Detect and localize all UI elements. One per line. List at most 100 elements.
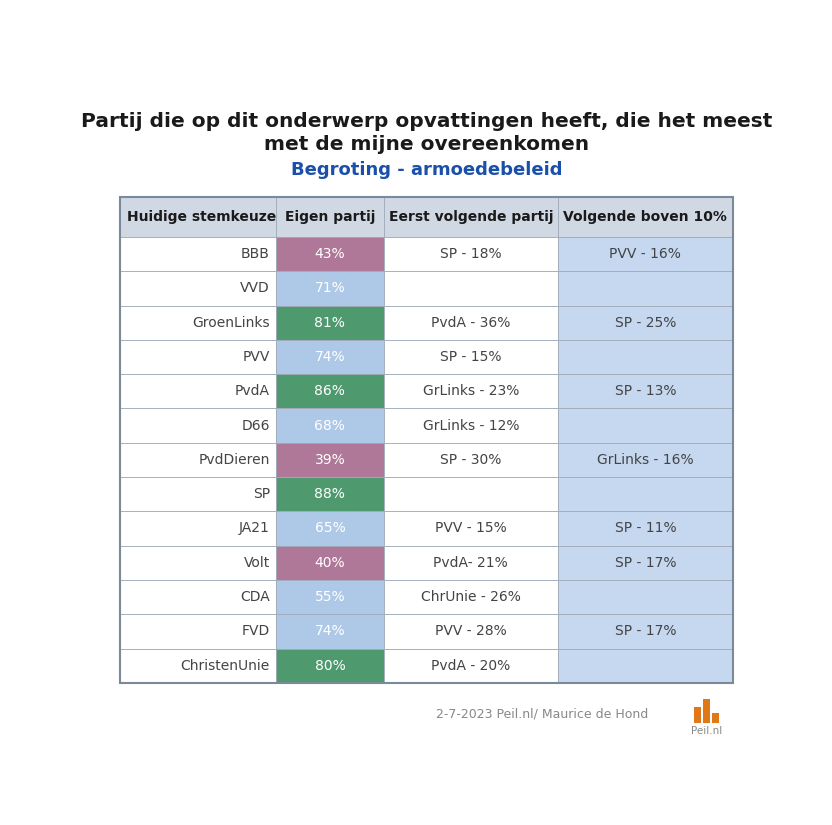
- FancyBboxPatch shape: [120, 408, 276, 443]
- Text: Eerst volgende partij: Eerst volgende partij: [389, 210, 553, 224]
- Text: PVV - 15%: PVV - 15%: [435, 521, 507, 535]
- Text: 81%: 81%: [314, 316, 345, 330]
- Text: SP - 11%: SP - 11%: [615, 521, 676, 535]
- Text: Begroting - armoedebeleid: Begroting - armoedebeleid: [290, 161, 562, 179]
- Text: SP - 30%: SP - 30%: [440, 453, 502, 467]
- Text: D66: D66: [241, 418, 270, 432]
- FancyBboxPatch shape: [120, 271, 276, 305]
- FancyBboxPatch shape: [558, 237, 733, 271]
- Text: Huidige stemkeuze: Huidige stemkeuze: [126, 210, 276, 224]
- Text: PvdA - 20%: PvdA - 20%: [431, 658, 511, 672]
- Text: 68%: 68%: [314, 418, 345, 432]
- FancyBboxPatch shape: [703, 699, 711, 723]
- FancyBboxPatch shape: [558, 580, 733, 615]
- FancyBboxPatch shape: [276, 477, 384, 512]
- FancyBboxPatch shape: [712, 713, 720, 723]
- Text: PvdA: PvdA: [235, 384, 270, 398]
- Text: met de mijne overeenkomen: met de mijne overeenkomen: [264, 135, 589, 154]
- FancyBboxPatch shape: [276, 197, 384, 237]
- Text: 55%: 55%: [314, 590, 345, 604]
- Text: CDA: CDA: [240, 590, 270, 604]
- FancyBboxPatch shape: [384, 197, 558, 237]
- FancyBboxPatch shape: [384, 545, 558, 580]
- Text: PVV - 16%: PVV - 16%: [610, 247, 681, 261]
- FancyBboxPatch shape: [558, 615, 733, 648]
- FancyBboxPatch shape: [384, 512, 558, 545]
- Text: SP - 13%: SP - 13%: [615, 384, 676, 398]
- Text: SP - 15%: SP - 15%: [440, 350, 502, 364]
- Text: ChrUnie - 26%: ChrUnie - 26%: [421, 590, 521, 604]
- Text: 86%: 86%: [314, 384, 345, 398]
- FancyBboxPatch shape: [276, 374, 384, 408]
- FancyBboxPatch shape: [558, 340, 733, 374]
- FancyBboxPatch shape: [276, 615, 384, 648]
- Text: PvdA- 21%: PvdA- 21%: [433, 556, 508, 570]
- Text: Volt: Volt: [244, 556, 270, 570]
- Text: 65%: 65%: [314, 521, 345, 535]
- FancyBboxPatch shape: [120, 512, 276, 545]
- FancyBboxPatch shape: [558, 271, 733, 305]
- Text: JA21: JA21: [239, 521, 270, 535]
- FancyBboxPatch shape: [695, 707, 701, 723]
- FancyBboxPatch shape: [558, 545, 733, 580]
- FancyBboxPatch shape: [276, 580, 384, 615]
- FancyBboxPatch shape: [120, 340, 276, 374]
- Text: GrLinks - 23%: GrLinks - 23%: [423, 384, 519, 398]
- FancyBboxPatch shape: [276, 545, 384, 580]
- FancyBboxPatch shape: [276, 648, 384, 683]
- FancyBboxPatch shape: [558, 648, 733, 683]
- Text: SP - 17%: SP - 17%: [615, 556, 676, 570]
- FancyBboxPatch shape: [558, 408, 733, 443]
- Text: 39%: 39%: [314, 453, 345, 467]
- FancyBboxPatch shape: [120, 545, 276, 580]
- Text: PvdA - 36%: PvdA - 36%: [431, 316, 511, 330]
- FancyBboxPatch shape: [384, 477, 558, 512]
- Text: 74%: 74%: [314, 350, 345, 364]
- Text: 43%: 43%: [314, 247, 345, 261]
- FancyBboxPatch shape: [120, 305, 276, 340]
- Text: Eigen partij: Eigen partij: [285, 210, 375, 224]
- FancyBboxPatch shape: [558, 305, 733, 340]
- FancyBboxPatch shape: [384, 615, 558, 648]
- Text: PVV: PVV: [242, 350, 270, 364]
- Text: GroenLinks: GroenLinks: [192, 316, 270, 330]
- Text: BBB: BBB: [241, 247, 270, 261]
- FancyBboxPatch shape: [120, 237, 276, 271]
- Text: 2-7-2023 Peil.nl/ Maurice de Hond: 2-7-2023 Peil.nl/ Maurice de Hond: [436, 707, 649, 720]
- FancyBboxPatch shape: [120, 477, 276, 512]
- FancyBboxPatch shape: [276, 271, 384, 305]
- FancyBboxPatch shape: [276, 408, 384, 443]
- FancyBboxPatch shape: [276, 237, 384, 271]
- FancyBboxPatch shape: [276, 340, 384, 374]
- Text: Partij die op dit onderwerp opvattingen heeft, die het meest: Partij die op dit onderwerp opvattingen …: [81, 111, 772, 130]
- Text: SP - 17%: SP - 17%: [615, 625, 676, 639]
- Text: PvdDieren: PvdDieren: [199, 453, 270, 467]
- FancyBboxPatch shape: [558, 443, 733, 477]
- Text: VVD: VVD: [240, 281, 270, 295]
- FancyBboxPatch shape: [276, 305, 384, 340]
- Text: 40%: 40%: [314, 556, 345, 570]
- Text: SP - 18%: SP - 18%: [440, 247, 502, 261]
- FancyBboxPatch shape: [384, 305, 558, 340]
- FancyBboxPatch shape: [276, 443, 384, 477]
- FancyBboxPatch shape: [384, 374, 558, 408]
- Text: 71%: 71%: [314, 281, 345, 295]
- FancyBboxPatch shape: [558, 374, 733, 408]
- FancyBboxPatch shape: [120, 374, 276, 408]
- Text: SP: SP: [253, 488, 270, 502]
- Text: ChristenUnie: ChristenUnie: [181, 658, 270, 672]
- FancyBboxPatch shape: [276, 512, 384, 545]
- FancyBboxPatch shape: [120, 197, 276, 237]
- FancyBboxPatch shape: [384, 271, 558, 305]
- FancyBboxPatch shape: [120, 443, 276, 477]
- FancyBboxPatch shape: [384, 443, 558, 477]
- Text: 88%: 88%: [314, 488, 345, 502]
- Text: FVD: FVD: [241, 625, 270, 639]
- FancyBboxPatch shape: [558, 512, 733, 545]
- FancyBboxPatch shape: [558, 197, 733, 237]
- Text: GrLinks - 16%: GrLinks - 16%: [597, 453, 694, 467]
- Text: PVV - 28%: PVV - 28%: [435, 625, 507, 639]
- Text: SP - 25%: SP - 25%: [615, 316, 676, 330]
- Text: Peil.nl: Peil.nl: [691, 726, 722, 736]
- Text: 74%: 74%: [314, 625, 345, 639]
